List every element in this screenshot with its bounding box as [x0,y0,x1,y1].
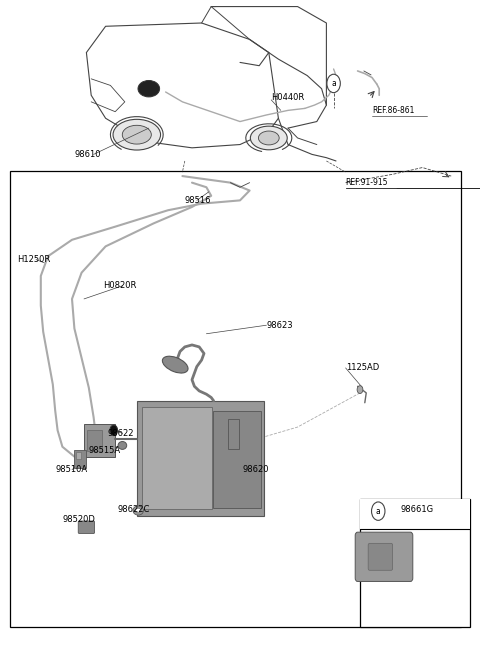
Text: 98515A: 98515A [89,445,121,455]
Text: 1125AD: 1125AD [346,363,379,373]
Text: REF.86-861: REF.86-861 [372,106,414,115]
Bar [142,407,212,509]
Bar [213,411,262,509]
Circle shape [372,502,385,520]
Ellipse shape [258,131,279,145]
Text: H0440R: H0440R [271,93,304,102]
Bar [84,424,115,457]
Bar [87,430,102,451]
Text: 98661G: 98661G [401,505,434,514]
Bar [137,401,264,516]
Ellipse shape [122,125,151,144]
Ellipse shape [138,81,159,97]
Ellipse shape [251,126,287,150]
Text: 98516: 98516 [185,196,211,205]
Bar [10,171,461,627]
Text: a: a [331,79,336,88]
Ellipse shape [162,356,188,373]
Text: 98622C: 98622C [118,505,150,514]
FancyBboxPatch shape [78,521,95,533]
Text: REF.91-915: REF.91-915 [346,178,388,187]
FancyBboxPatch shape [368,543,393,570]
Text: 98510A: 98510A [55,465,87,474]
Bar [360,499,470,627]
Ellipse shape [113,120,160,150]
Ellipse shape [133,506,144,515]
Text: H1250R: H1250R [17,255,50,264]
Text: 98520D: 98520D [62,514,95,524]
FancyBboxPatch shape [355,532,413,581]
Ellipse shape [118,442,127,449]
Text: a: a [376,507,381,516]
Bar [74,450,86,468]
Circle shape [327,74,340,93]
Text: 98620: 98620 [242,465,269,474]
Text: H0820R: H0820R [103,281,137,290]
Circle shape [357,386,363,394]
Ellipse shape [135,509,141,512]
Text: 98623: 98623 [266,321,293,330]
Bar [76,452,81,459]
Text: 98610: 98610 [74,150,101,159]
Text: 98622: 98622 [108,429,134,438]
Circle shape [110,425,118,436]
Bar [360,499,470,529]
Bar [228,419,239,449]
